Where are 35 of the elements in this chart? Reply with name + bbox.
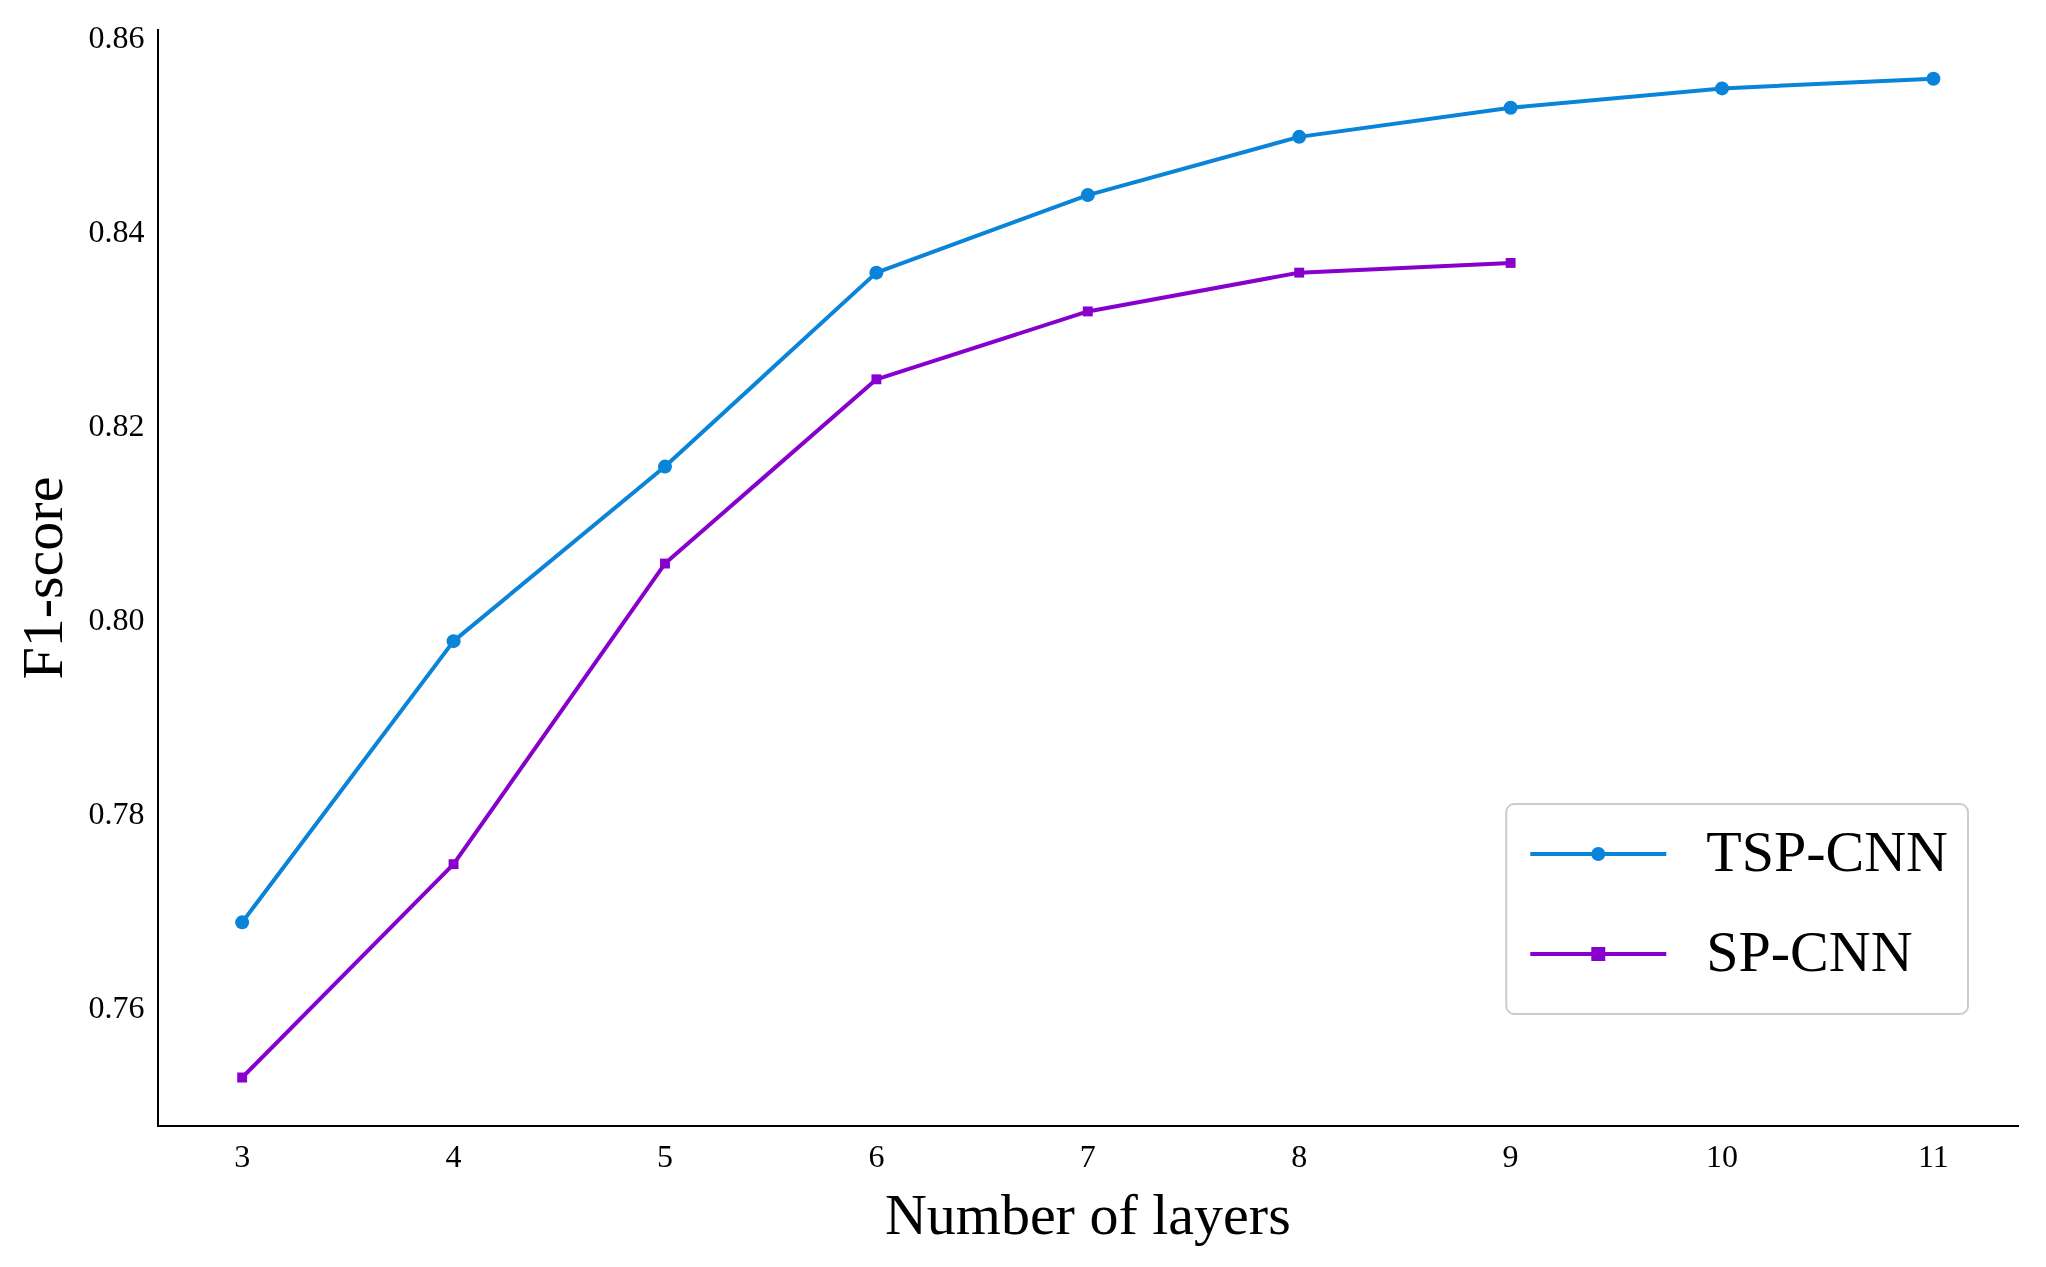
y-axis-title: F1-score — [10, 476, 76, 680]
point — [1503, 100, 1518, 115]
point — [1292, 129, 1307, 144]
x-tick-label: 11 — [1918, 1137, 1949, 1174]
point — [1082, 306, 1093, 317]
x-tick-label: 4 — [445, 1137, 462, 1174]
y-tick-label: 0.76 — [88, 989, 145, 1026]
point — [448, 859, 459, 870]
y-tick-label: 0.82 — [88, 407, 145, 444]
x-tick-label: 5 — [656, 1137, 673, 1174]
point — [1080, 188, 1095, 203]
point — [657, 459, 672, 474]
x-tick-label: 8 — [1291, 1137, 1308, 1174]
x-tick-label: 6 — [868, 1137, 885, 1174]
point — [869, 265, 884, 280]
x-tick-label: 7 — [1079, 1137, 1096, 1174]
point — [1715, 81, 1730, 96]
point — [871, 374, 882, 385]
y-tick-label: 0.80 — [88, 601, 145, 638]
x-axis-title: Number of layers — [884, 1182, 1291, 1248]
x-tick-label: 3 — [234, 1137, 251, 1174]
legend-label: TSP-CNN — [1706, 819, 1948, 885]
point — [660, 558, 670, 569]
y-tick-label: 0.78 — [88, 795, 145, 832]
y-tick-label: 0.86 — [88, 19, 145, 56]
point — [235, 915, 250, 930]
x-tick-label: 9 — [1502, 1137, 1519, 1174]
legend-label: SP-CNN — [1706, 919, 1913, 985]
point — [446, 634, 461, 649]
x-tick-label: 10 — [1706, 1137, 1739, 1174]
point — [1926, 71, 1941, 86]
point — [1505, 257, 1516, 268]
point — [1294, 267, 1305, 278]
point — [237, 1072, 248, 1083]
y-tick-label: 0.84 — [88, 213, 145, 250]
